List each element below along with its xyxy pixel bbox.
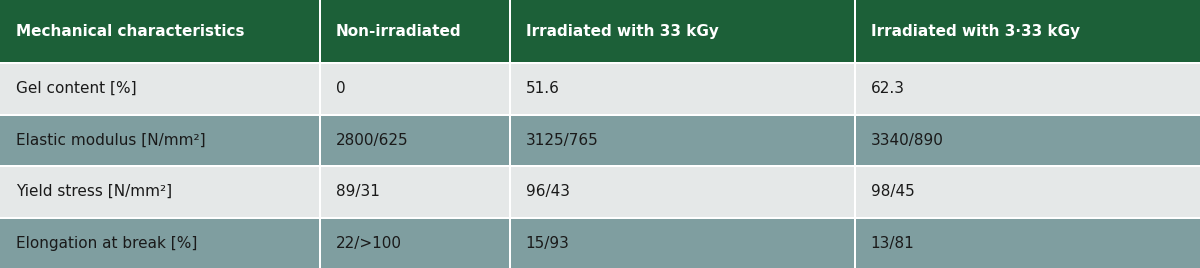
Text: 96/43: 96/43: [526, 184, 570, 199]
Bar: [320, 114, 510, 116]
Bar: [510, 165, 854, 167]
Bar: [854, 0, 1200, 62]
Bar: [510, 167, 854, 217]
Bar: [0, 0, 320, 62]
Bar: [0, 167, 320, 217]
Bar: [854, 217, 1200, 218]
Text: 62.3: 62.3: [870, 81, 905, 96]
Text: 51.6: 51.6: [526, 81, 559, 96]
Text: 13/81: 13/81: [870, 236, 914, 251]
Text: 3340/890: 3340/890: [870, 133, 943, 148]
Bar: [0, 62, 320, 64]
Bar: [0, 165, 320, 167]
Bar: [509, 0, 511, 268]
Bar: [854, 0, 856, 268]
Bar: [510, 64, 854, 114]
Bar: [0, 116, 320, 165]
Bar: [510, 217, 854, 218]
Text: Mechanical characteristics: Mechanical characteristics: [16, 24, 244, 39]
Bar: [510, 116, 854, 165]
Text: 15/93: 15/93: [526, 236, 570, 251]
Bar: [320, 165, 510, 167]
Bar: [0, 217, 320, 218]
Text: Elastic modulus [N/mm²]: Elastic modulus [N/mm²]: [16, 133, 205, 148]
Text: 98/45: 98/45: [870, 184, 914, 199]
Bar: [510, 62, 854, 64]
Text: Irradiated with 3·33 kGy: Irradiated with 3·33 kGy: [870, 24, 1080, 39]
Text: 89/31: 89/31: [336, 184, 379, 199]
Bar: [320, 217, 510, 218]
Bar: [854, 165, 1200, 167]
Text: Yield stress [N/mm²]: Yield stress [N/mm²]: [16, 184, 172, 199]
Bar: [510, 218, 854, 268]
Bar: [854, 62, 1200, 64]
Bar: [510, 0, 854, 62]
Text: 2800/625: 2800/625: [336, 133, 408, 148]
Text: Gel content [%]: Gel content [%]: [16, 81, 137, 96]
Bar: [0, 114, 320, 116]
Bar: [0, 64, 320, 114]
Bar: [320, 116, 510, 165]
Bar: [320, 64, 510, 114]
Bar: [854, 64, 1200, 114]
Text: Elongation at break [%]: Elongation at break [%]: [16, 236, 197, 251]
Text: Non-irradiated: Non-irradiated: [336, 24, 461, 39]
Bar: [510, 114, 854, 116]
Text: Irradiated with 33 kGy: Irradiated with 33 kGy: [526, 24, 719, 39]
Bar: [320, 167, 510, 217]
Bar: [319, 0, 322, 268]
Bar: [320, 0, 510, 62]
Text: 3125/765: 3125/765: [526, 133, 599, 148]
Bar: [854, 114, 1200, 116]
Bar: [320, 62, 510, 64]
Bar: [854, 218, 1200, 268]
Bar: [854, 116, 1200, 165]
Text: 0: 0: [336, 81, 346, 96]
Bar: [854, 167, 1200, 217]
Text: 22/>100: 22/>100: [336, 236, 402, 251]
Bar: [320, 218, 510, 268]
Bar: [0, 218, 320, 268]
